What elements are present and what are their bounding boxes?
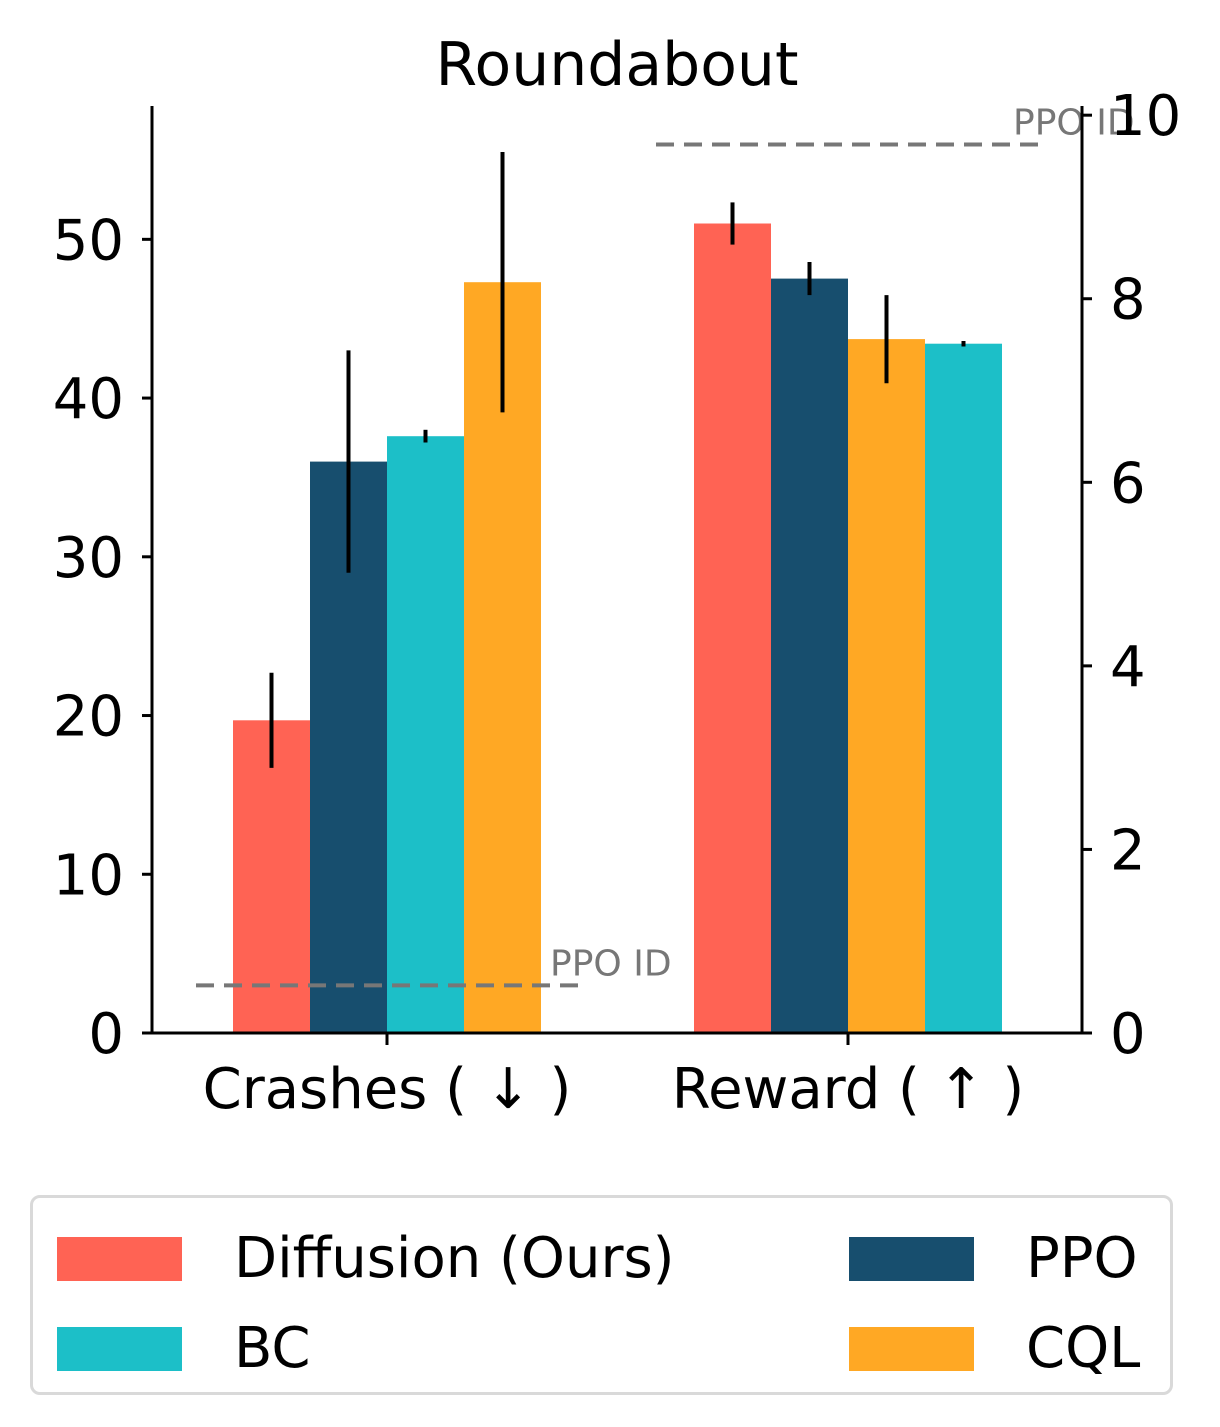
legend-item-diffusion: Diffusion (Ours) xyxy=(57,1226,675,1291)
left-tick-label-50: 50 xyxy=(53,208,124,273)
bar-reward-ppo xyxy=(771,278,848,1034)
legend-item-ppo: PPO xyxy=(849,1226,1138,1291)
chart-title: Roundabout xyxy=(436,30,799,100)
legend-label-diffusion: Diffusion (Ours) xyxy=(234,1226,675,1291)
right-tick-label-0: 0 xyxy=(1110,1002,1146,1067)
right-tick-label-10: 10 xyxy=(1110,84,1181,149)
bar-reward-diffusion-ours xyxy=(694,223,771,1033)
legend-swatch-ppo xyxy=(849,1236,974,1281)
legend-label-bc: BC xyxy=(234,1316,311,1381)
right-tick-label-8: 8 xyxy=(1110,268,1146,333)
left-tick-label-20: 20 xyxy=(53,685,124,750)
chart: Roundabout PPO ID PPO ID 0 10 20 30 40 50 0 2 4 6 8… xyxy=(53,30,1182,1122)
bar-reward-bc xyxy=(925,343,1002,1033)
legend-swatch-bc xyxy=(57,1326,182,1371)
legend-swatch-diffusion xyxy=(57,1236,182,1281)
left-tick-label-10: 10 xyxy=(53,843,124,908)
legend-label-ppo: PPO xyxy=(1026,1226,1138,1291)
left-tick-label-30: 30 xyxy=(53,526,124,591)
x-tick-label-crashes: Crashes ( ↓ ) xyxy=(203,1057,572,1122)
right-tick-label-6: 6 xyxy=(1110,451,1146,516)
reference-label-ppo-id-1: PPO ID xyxy=(1013,103,1135,144)
bar-crashes-bc xyxy=(387,436,464,1033)
legend-item-cql: CQL xyxy=(849,1316,1140,1381)
legend-swatch-cql xyxy=(849,1326,974,1371)
x-tick-label-reward: Reward ( ↑ ) xyxy=(672,1057,1025,1122)
legend-label-cql: CQL xyxy=(1026,1316,1141,1381)
bar-reward-cql xyxy=(848,339,925,1034)
reference-label-ppo-id-0: PPO ID xyxy=(550,943,672,984)
legend: Diffusion (Ours) PPO BC CQL xyxy=(30,1195,1173,1395)
bar-crashes-diffusion-ours xyxy=(233,720,310,1033)
right-tick-label-2: 2 xyxy=(1110,818,1146,883)
left-tick-label-40: 40 xyxy=(53,367,124,432)
left-tick-label-0: 0 xyxy=(88,1002,124,1067)
legend-item-bc: BC xyxy=(57,1316,311,1381)
right-tick-label-4: 4 xyxy=(1110,635,1146,700)
